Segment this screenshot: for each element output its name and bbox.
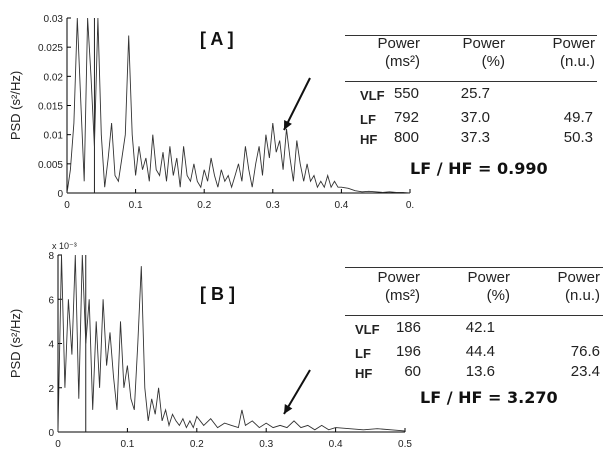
- header-unit: (ms²): [385, 287, 420, 304]
- table-top-rule: [345, 267, 603, 268]
- cell-pct: 13.6: [465, 363, 495, 380]
- x-tick-label: 0.3: [259, 439, 273, 450]
- header-nu: Power (n.u.): [520, 269, 600, 305]
- cell-pct: 44.4: [465, 343, 495, 360]
- x-tick-label: 0.3: [266, 200, 280, 211]
- panel-b-chart: 0 2 4 6 8 0 0.1 0.2 0.3 0.4 0.5 x 10⁻³ PSD (s²/Hz) [ …: [8, 241, 412, 450]
- x-tick-label: 0.1: [129, 200, 143, 211]
- cell-pct: 42.1: [465, 319, 495, 336]
- psd-series-line: [66, 17, 411, 194]
- y-tick-label: 0.03: [44, 14, 64, 25]
- y-tick-label: 0.01: [44, 131, 64, 142]
- arrow-head: [284, 120, 292, 130]
- y-tick-label: 8: [48, 251, 54, 262]
- y-tick-label: 4: [48, 340, 54, 351]
- y-tick-label: 0.02: [44, 72, 64, 83]
- panel-a-chart: 0 0.005 0.01 0.015 0.02 0.025 0.03 0 0.1 0.2 0.3 0.…: [8, 14, 414, 211]
- panel-label: [ A ]: [200, 29, 234, 49]
- panel-b-lf-hf-ratio: LF / HF = 3.270: [420, 388, 558, 407]
- y-tick-label: 0: [48, 428, 54, 439]
- x-tick-label: 0.2: [197, 200, 211, 211]
- header-ms2: Power (ms²): [345, 35, 420, 71]
- cell-ms2: 196: [395, 343, 421, 360]
- table-header-rule: [345, 81, 597, 82]
- psd-series-line: [57, 254, 406, 433]
- x-tick-label: 0: [64, 200, 70, 211]
- header-line: Power: [377, 35, 420, 52]
- header-unit: (n.u.): [564, 287, 600, 304]
- y-axis-label: PSD (s²/Hz): [8, 71, 23, 140]
- y-tick-label: 0.015: [38, 102, 63, 113]
- x-tick-label: 0.1: [120, 439, 134, 450]
- row-label-vlf: VLF: [355, 322, 380, 337]
- cell-ms2: 792: [393, 109, 419, 126]
- table-header-rule: [345, 315, 603, 316]
- header-pct: Power (%): [430, 35, 505, 71]
- header-line: Power: [467, 269, 510, 286]
- x-tick-label: 0.4: [334, 200, 348, 211]
- x-tick-label: 0.4: [329, 439, 343, 450]
- cell-ms2: 800: [393, 129, 419, 146]
- header-unit: (%): [486, 287, 510, 304]
- header-nu: Power (n.u.): [515, 35, 595, 71]
- row-label-vlf: VLF: [360, 88, 385, 103]
- y-tick-label: 2: [48, 384, 54, 395]
- row-label-lf: LF: [355, 346, 371, 361]
- x-tick-label: 0.2: [190, 439, 204, 450]
- cell-nu: 50.3: [563, 129, 593, 146]
- y-tick-label: 0.005: [38, 160, 63, 171]
- cell-ms2: 550: [393, 85, 419, 102]
- row-label-lf: LF: [360, 112, 376, 127]
- arrow-head: [284, 404, 293, 414]
- header-unit: (%): [481, 53, 505, 70]
- cell-nu: 49.7: [563, 109, 593, 126]
- header-line: Power: [552, 35, 595, 52]
- panel-b-table: Power (ms²) Power (%) Power (n.u.) VLF 1…: [345, 263, 603, 403]
- panel-a-table: Power (ms²) Power (%) Power (n.u.) VLF 5…: [345, 30, 597, 170]
- cell-nu: 23.4: [570, 363, 600, 380]
- y-scale-exponent: x 10⁻³: [52, 241, 77, 251]
- header-line: Power: [462, 35, 505, 52]
- x-tick-label: 0: [55, 439, 61, 450]
- cell-pct: 25.7: [460, 85, 490, 102]
- cell-pct: 37.0: [460, 109, 490, 126]
- header-unit: (ms²): [385, 53, 420, 70]
- cell-nu: 76.6: [570, 343, 600, 360]
- header-pct: Power (%): [435, 269, 510, 305]
- cell-ms2: 60: [404, 363, 421, 380]
- y-tick-label: 6: [48, 295, 54, 306]
- x-tick-label: 0.5: [398, 439, 412, 450]
- y-tick-label: 0.025: [38, 43, 63, 54]
- header-line: Power: [557, 269, 600, 286]
- header-ms2: Power (ms²): [345, 269, 420, 305]
- panel-a-lf-hf-ratio: LF / HF = 0.990: [410, 159, 548, 178]
- x-tick-label: 0.: [406, 200, 414, 211]
- row-label-hf: HF: [360, 132, 378, 147]
- row-label-hf: HF: [355, 366, 373, 381]
- panel-label: [ B ]: [200, 284, 235, 304]
- y-axis-label: PSD (s²/Hz): [8, 309, 23, 378]
- arrow-shaft: [283, 77, 311, 131]
- header-line: Power: [377, 269, 420, 286]
- cell-pct: 37.3: [460, 129, 490, 146]
- header-unit: (n.u.): [559, 53, 595, 70]
- y-tick-label: 0: [57, 189, 63, 200]
- table-top-rule: [345, 35, 597, 36]
- cell-ms2: 186: [395, 319, 421, 336]
